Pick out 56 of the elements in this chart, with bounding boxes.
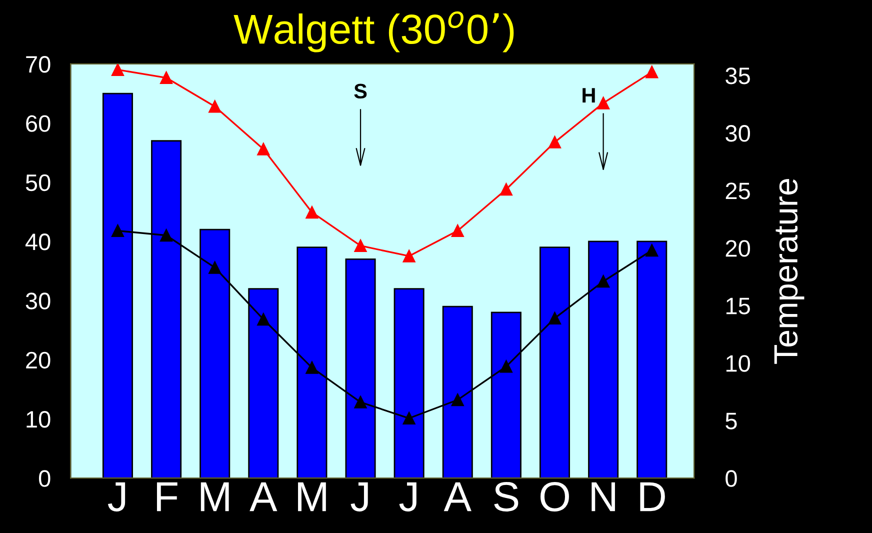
point xyxy=(646,66,658,78)
point xyxy=(548,312,561,324)
point xyxy=(208,100,222,113)
y2-tick-label: 30 xyxy=(726,125,750,142)
point xyxy=(597,96,610,110)
point xyxy=(160,72,173,84)
y2-axis-title: Temperature xyxy=(774,178,804,364)
point xyxy=(548,136,561,148)
point xyxy=(160,229,173,242)
x-tick-label: J xyxy=(399,482,416,512)
y-tick-label: 10 xyxy=(26,411,50,428)
y2-tick-label: 25 xyxy=(726,182,750,200)
point xyxy=(402,250,416,262)
annotation: S xyxy=(354,84,367,99)
point xyxy=(111,224,124,238)
point xyxy=(402,412,416,425)
x-tick-label: O xyxy=(540,482,569,512)
point xyxy=(111,64,124,76)
y2-tick-label: 15 xyxy=(726,298,750,314)
y2-tick-label: 35 xyxy=(726,68,750,84)
y-tick-label: 0 xyxy=(38,470,50,487)
point xyxy=(500,183,512,196)
point xyxy=(208,261,222,274)
point xyxy=(354,396,367,408)
y-tick-label: 30 xyxy=(26,292,50,310)
point xyxy=(306,206,318,219)
point xyxy=(257,142,270,156)
y-tick-label: 50 xyxy=(26,174,50,192)
point xyxy=(451,224,464,238)
y-tick-label: 60 xyxy=(26,115,50,132)
point xyxy=(646,244,658,257)
y-tick-label: 20 xyxy=(26,352,50,369)
y2-tick-label: 20 xyxy=(726,240,750,257)
x-tick-label: N xyxy=(592,482,615,512)
x-tick-label: D xyxy=(640,482,665,512)
y-tick-label: 40 xyxy=(25,234,50,250)
point xyxy=(354,239,367,252)
y2-tick-label: 0 xyxy=(726,470,737,487)
x-tick-label: F xyxy=(156,482,178,512)
y-tick-label: 70 xyxy=(26,56,50,73)
chart-title: Walgett (30$^{o}$0’) xyxy=(234,11,514,52)
x-tick-label: M xyxy=(298,482,326,512)
x-tick-label: A xyxy=(444,482,472,512)
point xyxy=(257,313,270,326)
y2-tick-label: 5 xyxy=(726,412,737,430)
annotation: H xyxy=(582,88,595,102)
y2-tick-label: 10 xyxy=(726,355,750,372)
point xyxy=(500,360,512,373)
point xyxy=(597,275,610,288)
x-tick-label: S xyxy=(494,482,518,512)
x-tick-label: A xyxy=(250,482,278,512)
x-tick-label: M xyxy=(200,482,229,512)
point xyxy=(306,361,318,374)
x-tick-label: J xyxy=(350,482,368,512)
x-tick-label: J xyxy=(108,482,126,512)
point xyxy=(451,394,464,406)
